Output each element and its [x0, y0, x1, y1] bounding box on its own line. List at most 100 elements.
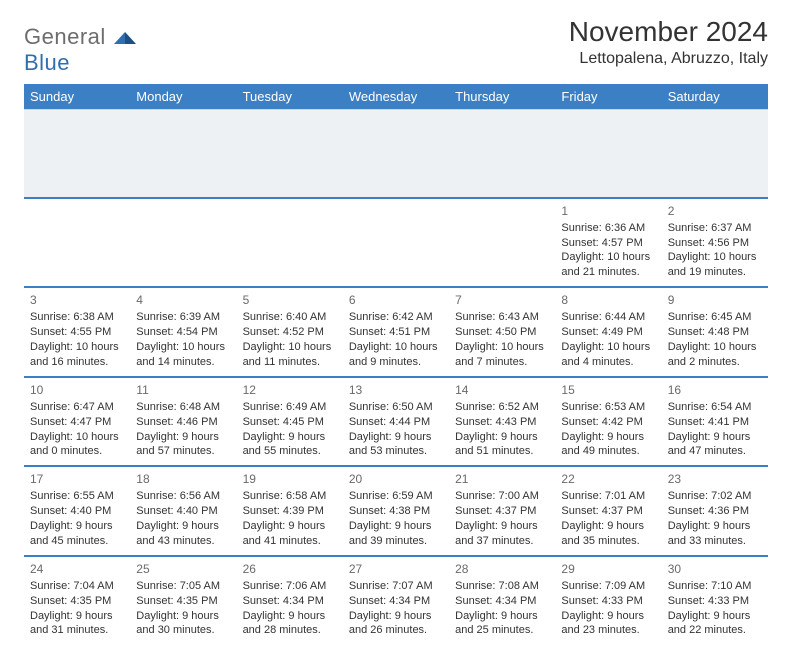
daylight-text: Daylight: 9 hours and 31 minutes. [30, 609, 124, 639]
sunrise-text: Sunrise: 6:47 AM [30, 400, 124, 415]
sunrise-text: Sunrise: 6:43 AM [455, 310, 549, 325]
sunset-text: Sunset: 4:43 PM [455, 415, 549, 430]
sunset-text: Sunset: 4:56 PM [668, 236, 762, 251]
week-row: 17Sunrise: 6:55 AMSunset: 4:40 PMDayligh… [24, 466, 768, 556]
daylight-text: Daylight: 9 hours and 51 minutes. [455, 430, 549, 460]
daylight-text: Daylight: 10 hours and 2 minutes. [668, 340, 762, 370]
day-cell [130, 198, 236, 288]
day-cell: 11Sunrise: 6:48 AMSunset: 4:46 PMDayligh… [130, 377, 236, 467]
daylight-text: Daylight: 9 hours and 43 minutes. [136, 519, 230, 549]
day-number: 4 [136, 292, 230, 308]
sunset-text: Sunset: 4:41 PM [668, 415, 762, 430]
sunrise-text: Sunrise: 6:49 AM [243, 400, 337, 415]
location: Lettopalena, Abruzzo, Italy [569, 50, 768, 68]
sunrise-text: Sunrise: 6:44 AM [561, 310, 655, 325]
day-cell: 6Sunrise: 6:42 AMSunset: 4:51 PMDaylight… [343, 287, 449, 377]
day-header: Sunday [24, 84, 130, 110]
sunset-text: Sunset: 4:48 PM [668, 325, 762, 340]
day-cell: 17Sunrise: 6:55 AMSunset: 4:40 PMDayligh… [24, 466, 130, 556]
logo-general: General [24, 24, 106, 49]
day-number: 3 [30, 292, 124, 308]
day-number: 15 [561, 382, 655, 398]
sunset-text: Sunset: 4:44 PM [349, 415, 443, 430]
header: General Blue November 2024 Lettopalena, … [24, 16, 768, 76]
day-number: 24 [30, 561, 124, 577]
sunrise-text: Sunrise: 7:01 AM [561, 489, 655, 504]
daylight-text: Daylight: 9 hours and 53 minutes. [349, 430, 443, 460]
day-cell: 26Sunrise: 7:06 AMSunset: 4:34 PMDayligh… [237, 556, 343, 645]
day-cell: 28Sunrise: 7:08 AMSunset: 4:34 PMDayligh… [449, 556, 555, 645]
day-cell [449, 198, 555, 288]
daylight-text: Daylight: 9 hours and 47 minutes. [668, 430, 762, 460]
daylight-text: Daylight: 10 hours and 9 minutes. [349, 340, 443, 370]
sunset-text: Sunset: 4:51 PM [349, 325, 443, 340]
sunset-text: Sunset: 4:36 PM [668, 504, 762, 519]
sunset-text: Sunset: 4:50 PM [455, 325, 549, 340]
sunset-text: Sunset: 4:54 PM [136, 325, 230, 340]
sunset-text: Sunset: 4:40 PM [30, 504, 124, 519]
day-header: Thursday [449, 84, 555, 110]
day-cell [237, 198, 343, 288]
day-number: 22 [561, 471, 655, 487]
sunrise-text: Sunrise: 7:04 AM [30, 579, 124, 594]
day-cell: 16Sunrise: 6:54 AMSunset: 4:41 PMDayligh… [662, 377, 768, 467]
daylight-text: Daylight: 9 hours and 23 minutes. [561, 609, 655, 639]
sunrise-text: Sunrise: 7:07 AM [349, 579, 443, 594]
day-cell: 18Sunrise: 6:56 AMSunset: 4:40 PMDayligh… [130, 466, 236, 556]
day-number: 16 [668, 382, 762, 398]
day-header: Monday [130, 84, 236, 110]
daylight-text: Daylight: 10 hours and 7 minutes. [455, 340, 549, 370]
sunset-text: Sunset: 4:52 PM [243, 325, 337, 340]
sunset-text: Sunset: 4:37 PM [455, 504, 549, 519]
sunrise-text: Sunrise: 6:45 AM [668, 310, 762, 325]
sunset-text: Sunset: 4:34 PM [455, 594, 549, 609]
sunset-text: Sunset: 4:47 PM [30, 415, 124, 430]
day-number: 21 [455, 471, 549, 487]
daylight-text: Daylight: 10 hours and 16 minutes. [30, 340, 124, 370]
title-block: November 2024 Lettopalena, Abruzzo, Ital… [569, 16, 768, 68]
day-number: 12 [243, 382, 337, 398]
sunset-text: Sunset: 4:38 PM [349, 504, 443, 519]
sunset-text: Sunset: 4:35 PM [136, 594, 230, 609]
sunrise-text: Sunrise: 6:59 AM [349, 489, 443, 504]
sunset-text: Sunset: 4:49 PM [561, 325, 655, 340]
logo: General Blue [24, 24, 136, 76]
day-cell: 12Sunrise: 6:49 AMSunset: 4:45 PMDayligh… [237, 377, 343, 467]
sunrise-text: Sunrise: 6:55 AM [30, 489, 124, 504]
day-cell: 29Sunrise: 7:09 AMSunset: 4:33 PMDayligh… [555, 556, 661, 645]
sunset-text: Sunset: 4:34 PM [243, 594, 337, 609]
day-number: 28 [455, 561, 549, 577]
sunrise-text: Sunrise: 6:36 AM [561, 221, 655, 236]
day-number: 19 [243, 471, 337, 487]
daylight-text: Daylight: 9 hours and 37 minutes. [455, 519, 549, 549]
day-number: 9 [668, 292, 762, 308]
daylight-text: Daylight: 9 hours and 22 minutes. [668, 609, 762, 639]
day-number: 2 [668, 203, 762, 219]
day-cell: 14Sunrise: 6:52 AMSunset: 4:43 PMDayligh… [449, 377, 555, 467]
sunrise-text: Sunrise: 6:39 AM [136, 310, 230, 325]
week-row: 24Sunrise: 7:04 AMSunset: 4:35 PMDayligh… [24, 556, 768, 645]
day-cell: 7 Sunrise: 6:43 AMSunset: 4:50 PMDaylight… [449, 287, 555, 377]
sunrise-text: Sunrise: 7:00 AM [455, 489, 549, 504]
day-cell: 8Sunrise: 6:44 AMSunset: 4:49 PMDaylight… [555, 287, 661, 377]
day-cell: 22Sunrise: 7:01 AMSunset: 4:37 PMDayligh… [555, 466, 661, 556]
daylight-text: Daylight: 10 hours and 4 minutes. [561, 340, 655, 370]
day-cell: 24 Sunrise: 7:04 AMSunset: 4:35 PMDayligh… [24, 556, 130, 645]
day-number: 7 [455, 292, 549, 308]
daylight-text: Daylight: 9 hours and 33 minutes. [668, 519, 762, 549]
sunset-text: Sunset: 4:35 PM [30, 594, 124, 609]
day-number: 17 [30, 471, 124, 487]
daylight-text: Daylight: 9 hours and 57 minutes. [136, 430, 230, 460]
sunrise-text: Sunrise: 7:10 AM [668, 579, 762, 594]
day-cell: 5Sunrise: 6:40 AMSunset: 4:52 PMDaylight… [237, 287, 343, 377]
daylight-text: Daylight: 10 hours and 21 minutes. [561, 250, 655, 280]
day-header: Friday [555, 84, 661, 110]
sunrise-text: Sunrise: 6:48 AM [136, 400, 230, 415]
week-row: 1Sunrise: 6:36 AMSunset: 4:57 PMDaylight… [24, 198, 768, 288]
sunrise-text: Sunrise: 7:06 AM [243, 579, 337, 594]
sunset-text: Sunset: 4:40 PM [136, 504, 230, 519]
daylight-text: Daylight: 9 hours and 55 minutes. [243, 430, 337, 460]
day-header: Tuesday [237, 84, 343, 110]
daylight-text: Daylight: 9 hours and 35 minutes. [561, 519, 655, 549]
day-number: 26 [243, 561, 337, 577]
